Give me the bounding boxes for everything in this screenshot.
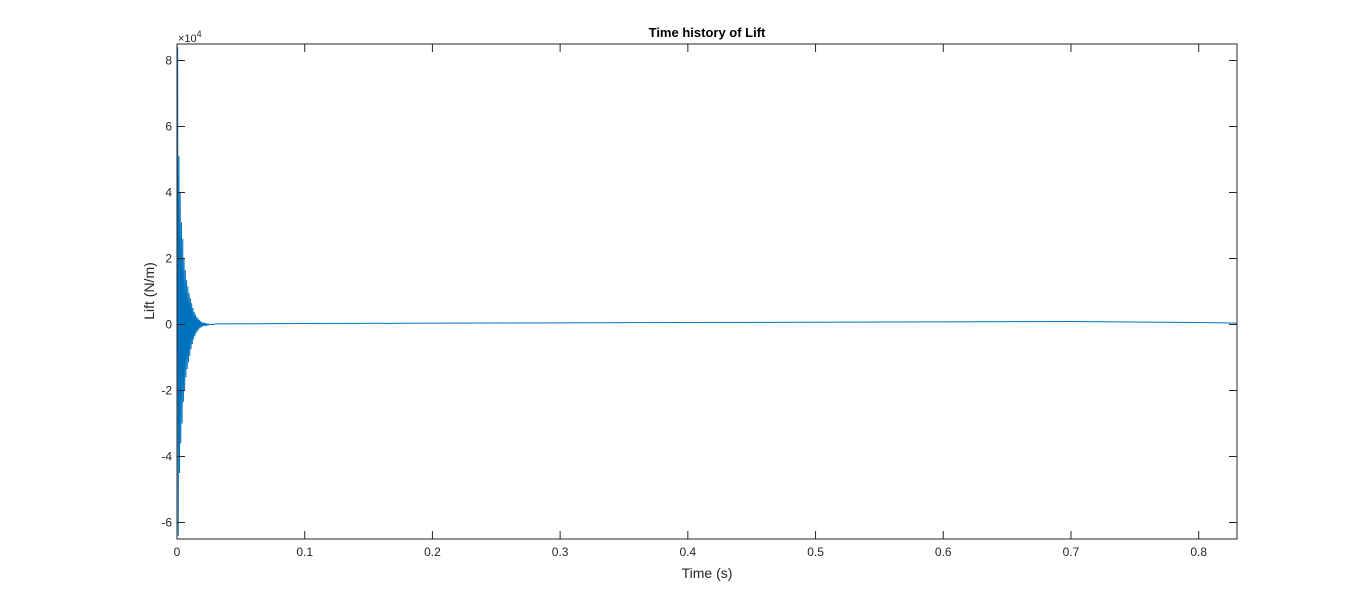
x-tick-label: 0	[174, 545, 181, 559]
x-axis-label: Time (s)	[682, 565, 733, 581]
x-tick-label: 0.3	[552, 545, 569, 559]
y-tick-label: 0	[165, 318, 172, 332]
y-exponent-power: 4	[197, 29, 202, 39]
series-layer	[176, 47, 1238, 536]
x-tick-label: 0.2	[424, 545, 441, 559]
y-exponent-base: ×10	[178, 33, 197, 45]
axes-box	[176, 43, 1238, 540]
x-tick-label: 0.6	[935, 545, 952, 559]
chart-title: Time history of Lift	[649, 25, 766, 40]
y-tick-label: 8	[165, 54, 172, 68]
x-tick-label: 0.4	[679, 545, 696, 559]
y-tick-label: 2	[165, 252, 172, 266]
y-tick-label: 6	[165, 120, 172, 134]
x-tick-label: 0.1	[296, 545, 313, 559]
y-tick-label: -2	[161, 384, 172, 398]
y-axis-ticks: -6 -4 -2 0 2 4 6 8	[161, 54, 1237, 530]
x-axis-ticks: 0 0.1 0.2 0.3 0.4 0.5 0.6 0.7 0.8	[174, 44, 1207, 559]
x-tick-label: 0.7	[1063, 545, 1080, 559]
y-axis-exponent: ×104	[178, 29, 202, 45]
y-axis-label: Lift (N/m)	[141, 262, 157, 320]
x-tick-label: 0.8	[1190, 545, 1207, 559]
lift-series-line	[176, 47, 1238, 536]
y-tick-label: -6	[161, 516, 172, 530]
y-tick-label: -4	[161, 450, 172, 464]
y-tick-label: 4	[165, 186, 172, 200]
x-tick-label: 0.5	[807, 545, 824, 559]
